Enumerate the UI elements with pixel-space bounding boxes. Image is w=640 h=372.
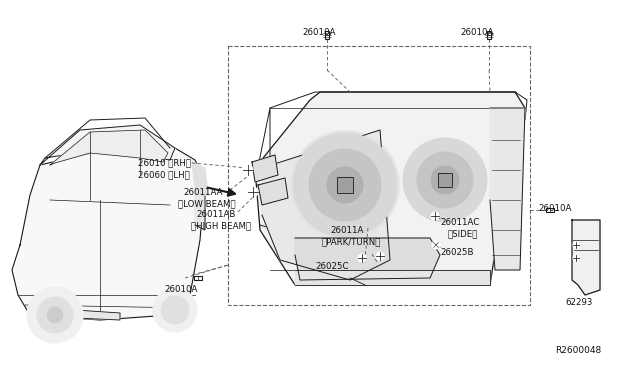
Circle shape [290,130,400,240]
Polygon shape [295,238,440,280]
Text: 62293: 62293 [565,298,593,307]
Polygon shape [490,108,525,270]
Polygon shape [258,178,288,205]
Circle shape [27,287,83,343]
Bar [438,173,452,187]
Circle shape [431,166,459,194]
Polygon shape [12,145,205,320]
Circle shape [358,254,366,262]
Text: 〈PARK/TURN〉: 〈PARK/TURN〉 [322,237,381,246]
Circle shape [417,152,473,208]
Circle shape [243,165,253,175]
Bar [325,31,329,39]
Circle shape [403,138,487,222]
Text: 〈HIGH BEAM〉: 〈HIGH BEAM〉 [191,221,251,230]
Circle shape [37,297,73,333]
Polygon shape [255,92,525,285]
Text: 26010A: 26010A [302,28,335,37]
Bar [194,276,202,280]
Text: 26025B: 26025B [440,248,474,257]
Circle shape [431,212,439,220]
Text: 26010A: 26010A [164,285,197,294]
Text: 26060 〈LH〉: 26060 〈LH〉 [138,170,189,179]
Bar [487,31,491,39]
Bar [546,208,554,212]
Circle shape [47,307,63,323]
Polygon shape [192,162,208,195]
Text: 26010A: 26010A [460,28,493,37]
Circle shape [573,242,579,248]
Polygon shape [50,130,168,165]
Polygon shape [572,220,600,295]
Text: 〈LOW BEAM〉: 〈LOW BEAM〉 [178,199,236,208]
Polygon shape [75,310,120,320]
Text: 26011AA: 26011AA [183,188,223,197]
Text: 26011AB: 26011AB [196,210,236,219]
Circle shape [432,241,440,249]
Circle shape [327,167,363,203]
Circle shape [309,149,381,221]
Circle shape [248,187,258,197]
Text: 26010A: 26010A [538,204,572,213]
Circle shape [161,296,189,324]
Text: R2600048: R2600048 [555,346,601,355]
Text: 26010 〈RH〉: 26010 〈RH〉 [138,158,191,167]
Bar [337,177,353,193]
Bar [228,46,530,305]
Text: 26011A: 26011A [330,226,364,235]
Polygon shape [252,155,278,182]
Text: 26011AC: 26011AC [440,218,479,227]
Polygon shape [40,125,175,165]
Circle shape [573,255,579,261]
Text: 26025C: 26025C [315,262,349,271]
Polygon shape [295,270,490,285]
Polygon shape [262,130,390,280]
Circle shape [293,133,397,237]
Circle shape [153,288,197,332]
Circle shape [376,252,384,260]
Text: 〈SIDE〉: 〈SIDE〉 [448,229,478,238]
Polygon shape [195,165,205,230]
